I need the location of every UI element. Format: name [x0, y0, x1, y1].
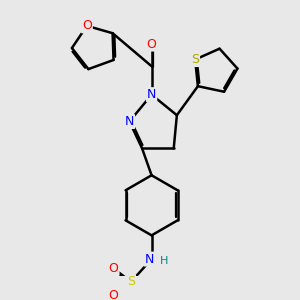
Text: O: O	[109, 289, 118, 300]
Text: H: H	[159, 256, 168, 266]
Text: O: O	[147, 38, 157, 51]
Text: S: S	[191, 53, 199, 66]
Text: S: S	[127, 275, 135, 288]
Text: O: O	[82, 19, 92, 32]
Text: O: O	[109, 262, 118, 275]
Text: N: N	[147, 88, 156, 101]
Text: N: N	[144, 253, 154, 266]
Text: N: N	[125, 115, 134, 128]
